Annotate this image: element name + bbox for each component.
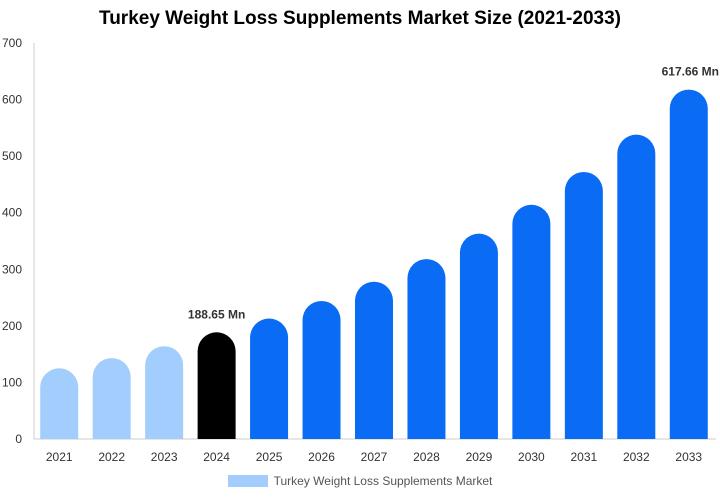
y-axis: 0 100 200 300 400 500 600 700 xyxy=(2,36,35,446)
legend-label: Turkey Weight Loss Supplements Market xyxy=(273,474,493,488)
x-tick-label: 2033 xyxy=(675,450,702,464)
legend-swatch xyxy=(227,475,268,487)
y-tick-label: 0 xyxy=(15,432,22,446)
y-tick-label: 700 xyxy=(2,36,22,50)
data-labels-group: 188.65 Mn 617.66 Mn xyxy=(188,65,719,322)
bar-2033 xyxy=(669,89,708,439)
x-tick-label: 2026 xyxy=(308,450,335,464)
bar-2024 xyxy=(197,332,236,439)
data-label-2024: 188.65 Mn xyxy=(188,307,245,321)
bar-2021 xyxy=(40,368,79,439)
bar-2028 xyxy=(407,259,446,439)
x-tick-label: 2032 xyxy=(623,450,650,464)
y-tick-label: 500 xyxy=(2,149,22,163)
bar-2022 xyxy=(92,358,131,439)
bar-2026 xyxy=(302,300,341,439)
x-tick-label: 2029 xyxy=(466,450,493,464)
bar-2030 xyxy=(512,204,551,439)
x-tick-label: 2025 xyxy=(256,450,283,464)
y-tick-label: 300 xyxy=(2,262,22,276)
y-tick-label: 600 xyxy=(2,93,22,107)
x-tick-label: 2027 xyxy=(361,450,388,464)
x-tick-label: 2028 xyxy=(413,450,440,464)
data-label-2033: 617.66 Mn xyxy=(662,65,719,79)
bar-2032 xyxy=(617,134,656,439)
y-tick-label: 400 xyxy=(2,206,22,220)
bar-2031 xyxy=(564,171,603,439)
x-tick-label: 2031 xyxy=(570,450,597,464)
x-axis: 2021 2022 2023 2024 2025 2026 2027 2028 2029 2030… xyxy=(34,438,716,464)
chart-title: Turkey Weight Loss Supplements Market Si… xyxy=(99,8,621,29)
x-tick-label: 2024 xyxy=(203,450,230,464)
bars-group xyxy=(40,89,708,439)
x-tick-label: 2023 xyxy=(151,450,178,464)
bar-2023 xyxy=(145,346,184,439)
bar-2025 xyxy=(250,318,289,439)
x-tick-label: 2022 xyxy=(98,450,125,464)
bar-2029 xyxy=(459,233,498,439)
y-tick-label: 100 xyxy=(2,375,22,389)
y-tick-label: 200 xyxy=(2,319,22,333)
x-tick-label: 2021 xyxy=(46,450,73,464)
bar-2027 xyxy=(355,281,393,439)
x-tick-label: 2030 xyxy=(518,450,545,464)
legend: Turkey Weight Loss Supplements Market xyxy=(0,474,720,488)
